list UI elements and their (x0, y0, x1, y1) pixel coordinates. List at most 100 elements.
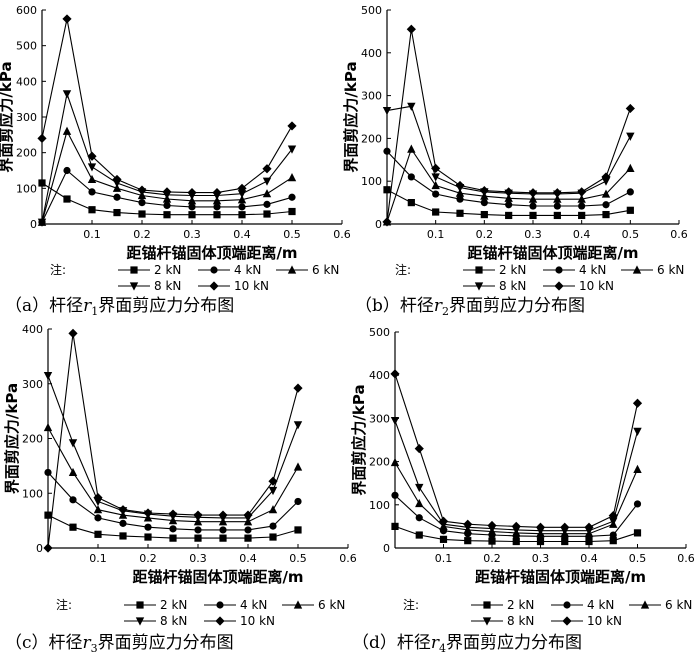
data-point (601, 177, 611, 186)
y-tick-label: 0 (375, 218, 382, 231)
legend-label: 6 kN (665, 598, 692, 612)
data-point (553, 211, 561, 220)
data-point (113, 208, 121, 217)
data-point (479, 186, 489, 196)
data-point (626, 163, 635, 172)
data-point (528, 194, 538, 203)
legend-label: 8 kN (154, 279, 181, 293)
data-point (43, 371, 53, 381)
y-tick-label: 500 (16, 40, 37, 53)
data-point (263, 210, 271, 218)
data-point (213, 211, 221, 219)
data-point (609, 537, 617, 545)
data-point (431, 180, 440, 190)
legend-label: 4 kN (587, 598, 614, 612)
data-point (37, 218, 47, 227)
data-point (237, 190, 247, 199)
x-tick-label: 0.5 (283, 228, 301, 241)
data-point (43, 543, 53, 553)
legend-label: 8 kN (499, 279, 526, 293)
data-point (391, 522, 399, 530)
data-point (244, 534, 252, 542)
legend-label: 2 kN (499, 263, 526, 277)
x-tick-label: 0.2 (133, 228, 151, 241)
data-point (63, 195, 71, 203)
legend-prefix: 注: (56, 597, 72, 612)
data-point (528, 188, 538, 198)
legend-marker (130, 266, 138, 274)
data-point (633, 464, 642, 473)
data-point (293, 462, 303, 471)
caption-subscript: 3 (91, 642, 98, 655)
data-point (162, 187, 172, 197)
data-point (163, 211, 171, 219)
data-point (44, 511, 52, 519)
data-point (633, 500, 642, 508)
legend-prefix: 注: (50, 262, 66, 277)
data-point (88, 188, 96, 196)
data-point (633, 427, 642, 436)
data-point (609, 517, 618, 526)
legend: 注: 2 kN 4 kN 6 kN 8 kN 10 kN (395, 262, 684, 293)
y-tick-label: 400 (369, 369, 390, 382)
data-point (535, 522, 546, 532)
caption-prefix: （a）杆径 (5, 296, 83, 316)
data-point (407, 102, 416, 111)
data-point (512, 537, 520, 546)
data-point (463, 519, 473, 529)
data-point (390, 457, 400, 467)
legend-marker (287, 265, 297, 274)
x-tick-label: 0.4 (239, 552, 257, 565)
caption-variable: r (431, 633, 440, 653)
y-tick-label: 400 (16, 75, 37, 88)
data-point (287, 173, 297, 182)
caption-suffix: 界面剪应力分布图 (449, 296, 585, 316)
legend-marker (293, 600, 303, 609)
data-point (553, 194, 562, 203)
data-point (407, 199, 415, 207)
y-axis-title: 界面剪应力/kPa (3, 383, 21, 494)
data-point (69, 496, 77, 504)
legend-label: 6 kN (312, 263, 339, 277)
x-tick-label: 0.1 (89, 552, 107, 565)
data-point (432, 208, 440, 216)
x-tick-label: 0.6 (670, 228, 688, 241)
data-point (44, 468, 52, 477)
data-point (212, 188, 222, 198)
data-point (601, 172, 611, 182)
y-tick-label: 400 (22, 323, 43, 336)
x-tick-label: 0.1 (435, 552, 453, 565)
data-point (238, 211, 246, 219)
data-point (87, 163, 97, 172)
data-point (432, 190, 440, 198)
legend-marker (554, 281, 564, 291)
data-point (112, 183, 122, 192)
data-point (237, 195, 247, 204)
data-point (262, 164, 272, 174)
x-tick-label: 0.3 (524, 228, 542, 241)
data-point (529, 202, 537, 210)
caption-variable: r (434, 296, 443, 316)
data-point (238, 203, 246, 211)
chart-panel-4: 0 100 200 300 400 500 0.1 0.2 0.3 0.4 0.5 0.6 距锚杆锚固体… (350, 326, 695, 655)
data-point (269, 533, 277, 541)
legend-marker (215, 616, 225, 626)
x-tick-label: 0.6 (677, 552, 695, 565)
x-tick-label: 0.3 (189, 552, 207, 565)
legend-marker (209, 281, 219, 291)
data-point (212, 196, 222, 205)
y-tick-label: 200 (369, 456, 390, 469)
caption-prefix: （c）杆径 (5, 633, 83, 653)
data-point (194, 526, 202, 534)
data-point (577, 194, 586, 203)
data-point (38, 179, 46, 187)
data-point (194, 534, 202, 542)
x-axis-title: 距锚杆锚固体顶端距离/m (475, 568, 646, 586)
data-point (552, 188, 562, 198)
data-point (382, 217, 392, 227)
data-point (62, 90, 72, 99)
legend-label: 10 kN (234, 279, 269, 293)
series-line-8kN (47, 375, 299, 519)
data-point (169, 525, 177, 533)
data-point (168, 509, 178, 519)
